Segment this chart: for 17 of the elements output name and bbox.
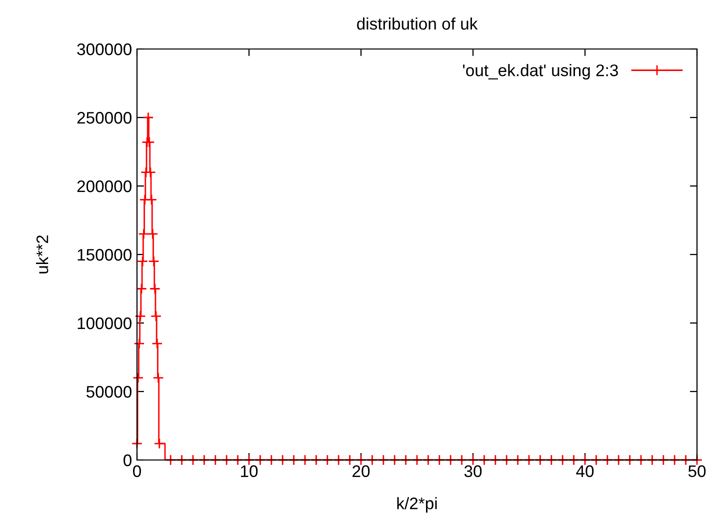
x-tick-label: 40 xyxy=(576,465,594,478)
y-tick-label: 0 xyxy=(124,454,132,466)
x-tick-label: 50 xyxy=(688,465,706,478)
y-tick-label: 300000 xyxy=(77,43,132,56)
x-tick-label: 30 xyxy=(464,465,482,478)
y-tick-label: 50000 xyxy=(86,386,132,398)
x-tick-label: 0 xyxy=(133,465,141,478)
y-tick-label: 100000 xyxy=(78,317,132,330)
y-tick-label: 150000 xyxy=(78,248,132,261)
x-axis-title: k/2*pi xyxy=(397,497,437,513)
y-tick-label: 200000 xyxy=(77,180,132,192)
x-tick-label: 10 xyxy=(241,465,258,478)
x-tick-label: 20 xyxy=(352,465,370,478)
legend-label: 'out_ek.dat' using 2:3 xyxy=(463,64,618,80)
y-tick-label: 250000 xyxy=(77,112,132,124)
chart-title: distribution of uk xyxy=(357,17,478,30)
y-axis-title: uk**2 xyxy=(36,235,48,274)
